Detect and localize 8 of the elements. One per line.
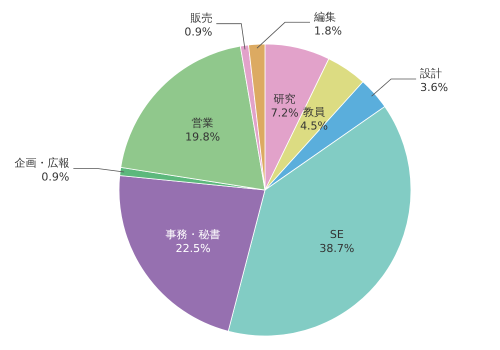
data-label: 3.6% — [420, 81, 448, 94]
slice-label: 企画・広報 — [14, 156, 70, 170]
slice-label: 販売 — [190, 12, 212, 25]
data-label: 0.9% — [184, 26, 212, 39]
slice-label: 設計 — [420, 67, 442, 80]
slice-label: 編集 — [313, 10, 336, 24]
data-label: 0.9% — [41, 170, 70, 184]
data-label: 1.8% — [314, 24, 342, 38]
